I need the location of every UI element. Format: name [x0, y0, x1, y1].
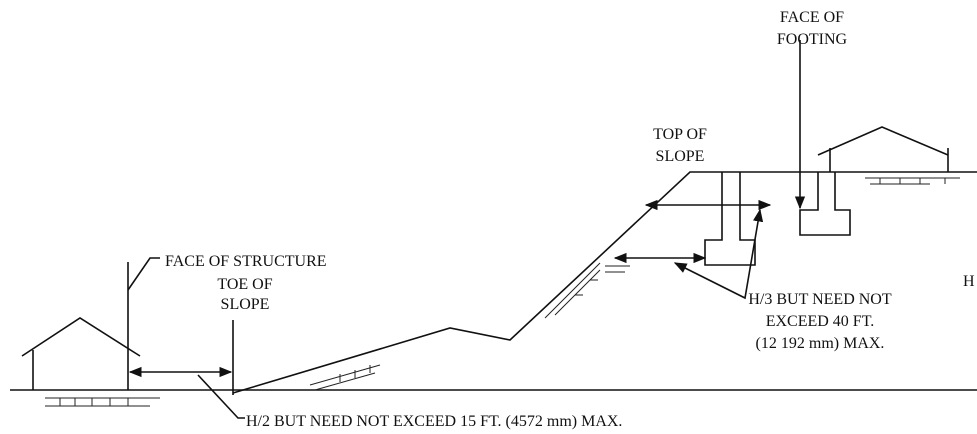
label: (12 192 mm) MAX.: [756, 335, 885, 352]
ground-and-slope: [10, 171, 977, 394]
label: H: [963, 273, 975, 290]
label: FACE OF STRUCTURE: [165, 253, 327, 270]
slope-hatching: [309, 262, 630, 391]
dimensions: [127, 199, 772, 419]
label: TOP OF: [653, 126, 707, 143]
label: SLOPE: [221, 296, 270, 313]
label: TOE OF: [217, 276, 272, 293]
footings: [704, 40, 851, 266]
label: FACE OF: [780, 9, 844, 26]
right-house: [817, 126, 960, 185]
label: H/2 BUT NEED NOT EXCEED 15 FT. (4572 mm)…: [246, 413, 622, 430]
left-house: [21, 262, 160, 407]
labels: FACE OF FOOTING TOP OF SLOPE FACE OF STR…: [165, 9, 975, 430]
label: SLOPE: [656, 148, 705, 165]
label: H/3 BUT NEED NOT: [748, 291, 891, 308]
label: EXCEED 40 FT.: [766, 313, 875, 330]
label: FOOTING: [777, 31, 848, 48]
